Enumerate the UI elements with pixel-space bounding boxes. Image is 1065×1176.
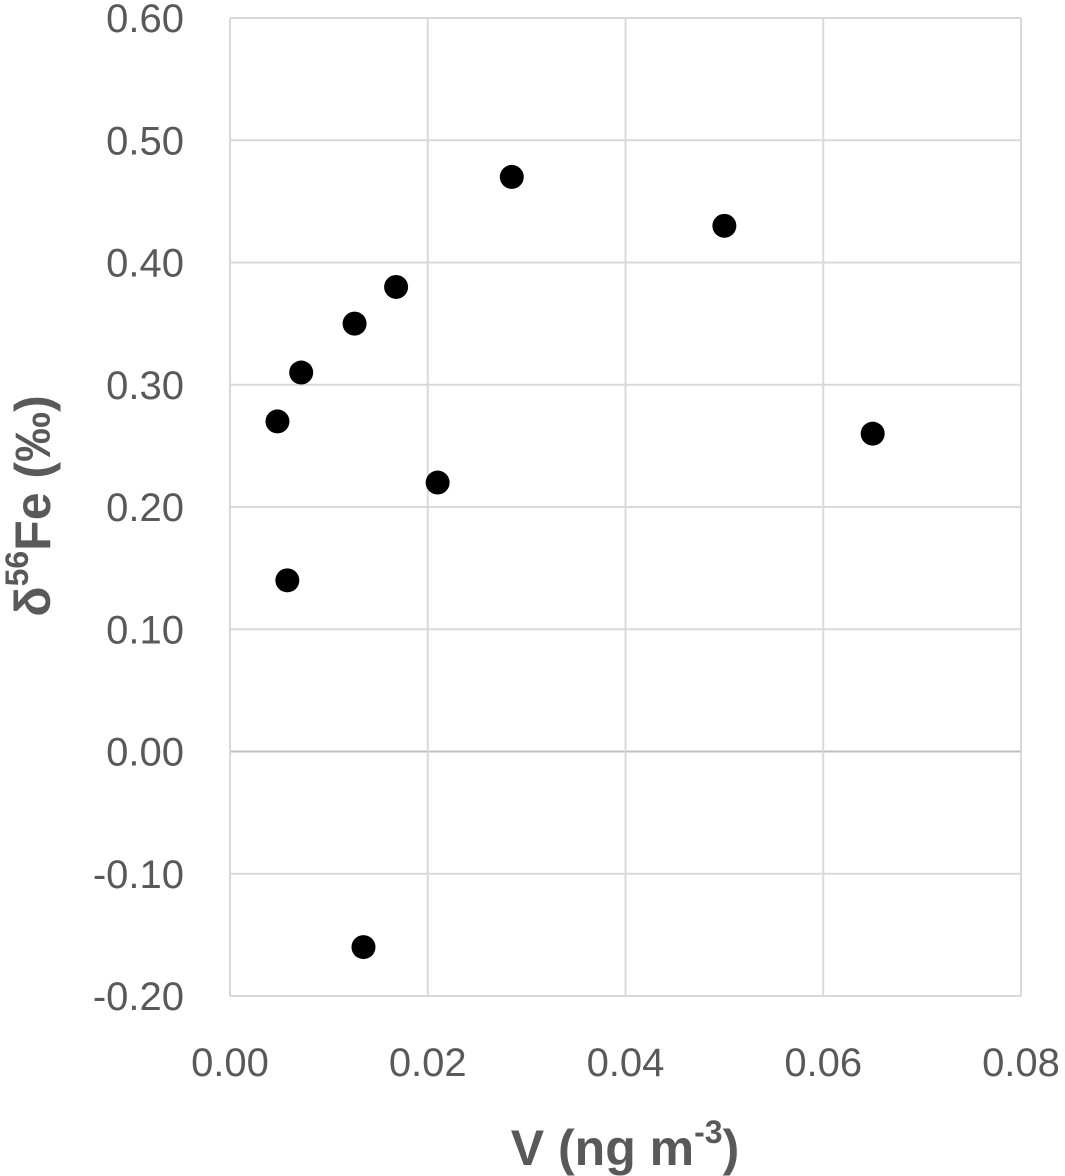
data-point [499,164,524,189]
data-point [342,311,367,336]
y-tick-label: 0.50 [106,119,184,163]
data-point [425,470,450,495]
y-axis-title: δ56Fe (‰) [0,395,61,616]
data-point [275,568,300,593]
x-tick-label: 0.06 [784,1041,862,1085]
y-tick-labels: -0.20 -0.10 0.00 0.10 0.20 0.30 0.40 0.50 0.60 [93,0,184,1019]
data-point [712,213,737,238]
y-tick-label: -0.10 [93,853,184,897]
x-tick-label: 0.04 [587,1041,665,1085]
data-point [351,935,376,960]
y-tick-label: 0.00 [106,731,184,775]
y-tick-label: 0.30 [106,364,184,408]
data-points [265,164,885,960]
y-tick-label: 0.10 [106,608,184,652]
x-tick-labels: 0.00 0.02 0.04 0.06 0.08 [191,1041,1060,1085]
data-point [860,421,885,446]
data-point [265,409,290,434]
y-tick-label: 0.60 [106,0,184,41]
grid [229,17,1022,997]
x-tick-label: 0.00 [191,1041,269,1085]
x-tick-label: 0.08 [982,1041,1060,1085]
x-tick-label: 0.02 [389,1041,467,1085]
data-point [289,360,314,385]
y-tick-label: 0.40 [106,242,184,286]
y-tick-label: -0.20 [93,975,184,1019]
x-axis-title: V (ng m-3) [511,1114,739,1176]
data-point [384,274,409,299]
y-tick-label: 0.20 [106,486,184,530]
